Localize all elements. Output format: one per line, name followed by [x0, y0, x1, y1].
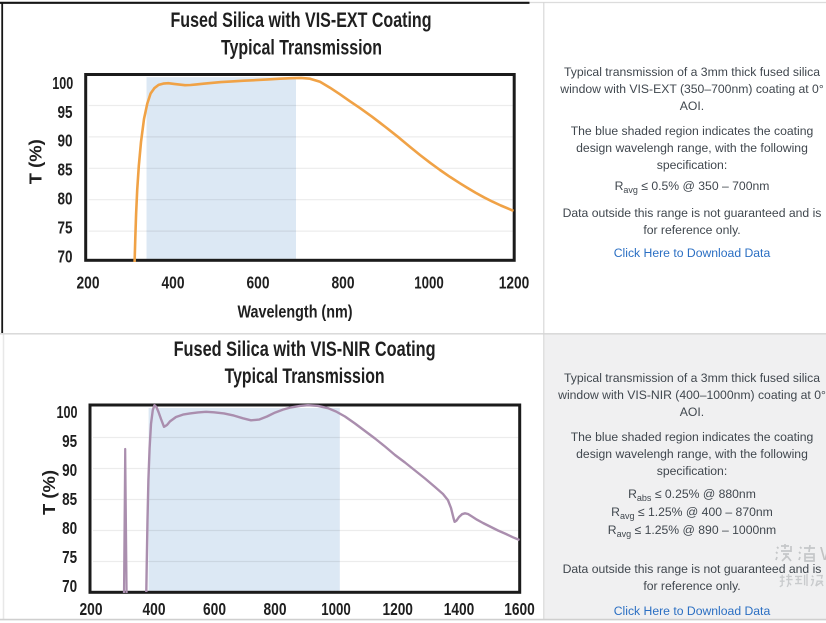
svg-text:100: 100 — [52, 73, 73, 93]
svg-text:Typical Transmission: Typical Transmission — [225, 364, 385, 388]
svg-text:400: 400 — [143, 599, 166, 619]
svg-text:Wavelength (nm): Wavelength (nm) — [238, 302, 353, 322]
svg-text:70: 70 — [58, 246, 73, 266]
svg-text:200: 200 — [80, 599, 103, 619]
svg-text:70: 70 — [62, 576, 77, 596]
svg-text:75: 75 — [62, 547, 77, 567]
svg-text:80: 80 — [58, 189, 73, 209]
svg-text:T (%): T (%) — [26, 139, 46, 184]
svg-text:90: 90 — [62, 460, 77, 480]
svg-text:Typical Transmission: Typical Transmission — [221, 35, 382, 59]
svg-text:100: 100 — [57, 402, 78, 422]
svg-text:600: 600 — [247, 273, 270, 293]
svg-text:85: 85 — [62, 489, 77, 509]
svg-text:95: 95 — [62, 431, 77, 451]
svg-text:1600: 1600 — [504, 599, 535, 619]
svg-text:75: 75 — [58, 217, 73, 237]
svg-text:85: 85 — [58, 160, 73, 180]
svg-text:95: 95 — [58, 102, 73, 122]
svg-text:90: 90 — [58, 131, 73, 151]
svg-text:200: 200 — [77, 273, 100, 293]
svg-text:600: 600 — [203, 599, 226, 619]
svg-text:80: 80 — [62, 518, 77, 538]
svg-text:1200: 1200 — [382, 599, 413, 619]
svg-text:1200: 1200 — [499, 273, 530, 293]
svg-text:1000: 1000 — [414, 273, 444, 293]
svg-text:Fused Silica with VIS-EXT Coat: Fused Silica with VIS-EXT Coating — [171, 8, 432, 32]
svg-text:T (%): T (%) — [39, 470, 59, 515]
svg-text:400: 400 — [162, 273, 185, 293]
svg-text:W: W — [820, 544, 826, 564]
svg-text:Fused Silica with VIS-NIR Coat: Fused Silica with VIS-NIR Coating — [174, 337, 436, 361]
svg-text:1000: 1000 — [321, 599, 351, 619]
svg-text:800: 800 — [332, 273, 355, 293]
svg-text:1400: 1400 — [444, 599, 475, 619]
svg-text:800: 800 — [264, 599, 287, 619]
